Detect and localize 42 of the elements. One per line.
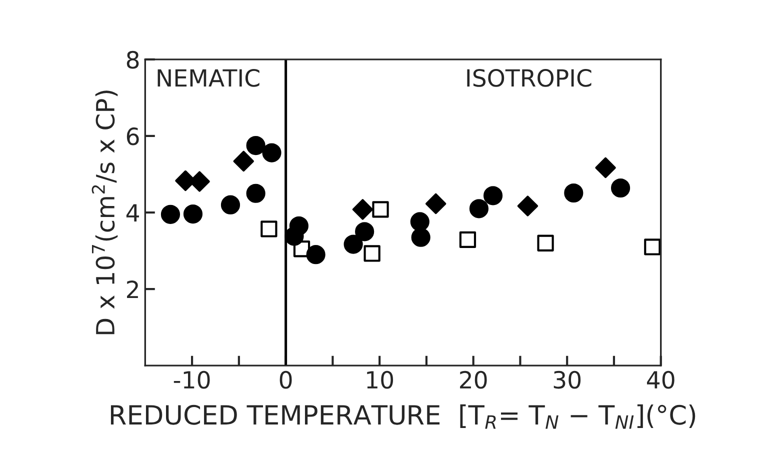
point xyxy=(483,186,503,206)
point xyxy=(469,199,489,218)
y-tick-label: 6 xyxy=(126,127,139,146)
point xyxy=(537,234,554,252)
point xyxy=(246,184,266,203)
point xyxy=(289,216,308,236)
point xyxy=(233,150,254,172)
point xyxy=(644,238,661,256)
point xyxy=(260,220,278,238)
annotation: ISOTROPIC xyxy=(467,69,592,87)
point xyxy=(564,183,584,203)
point xyxy=(411,228,430,247)
x-tick-label: 30 xyxy=(554,370,581,389)
x-tick-label: 20 xyxy=(460,370,487,389)
point xyxy=(517,196,538,216)
point xyxy=(344,234,363,254)
x-tick-label: 40 xyxy=(646,370,674,389)
point xyxy=(246,136,266,156)
point xyxy=(355,222,374,242)
point xyxy=(610,178,630,198)
point xyxy=(459,231,476,248)
point xyxy=(220,195,240,214)
point xyxy=(262,143,282,162)
annotation: NEMATIC xyxy=(158,69,260,87)
y-tick-label: 2 xyxy=(127,280,138,298)
y-axis-title: D x 10$^{7}$(cm$^{2}$/s x CP) xyxy=(92,90,118,334)
y-tick-label: 8 xyxy=(126,50,139,69)
x-tick-label: 10 xyxy=(367,370,394,389)
y-tick-label: 4 xyxy=(126,204,139,222)
point xyxy=(364,245,380,262)
point xyxy=(160,204,180,224)
point xyxy=(293,240,310,258)
point xyxy=(372,201,389,218)
x-tick-label: 0 xyxy=(280,370,292,389)
point xyxy=(306,245,326,264)
x-axis-title: REDUCED TEMPERATURE [T$_{R}$= T$_{N}$ − T$_{NI}$](°C) xyxy=(110,404,696,429)
point xyxy=(183,204,203,224)
point xyxy=(352,199,374,220)
point xyxy=(410,212,430,232)
point xyxy=(595,157,616,178)
point xyxy=(425,193,446,214)
x-tick-label: -10 xyxy=(174,370,210,389)
